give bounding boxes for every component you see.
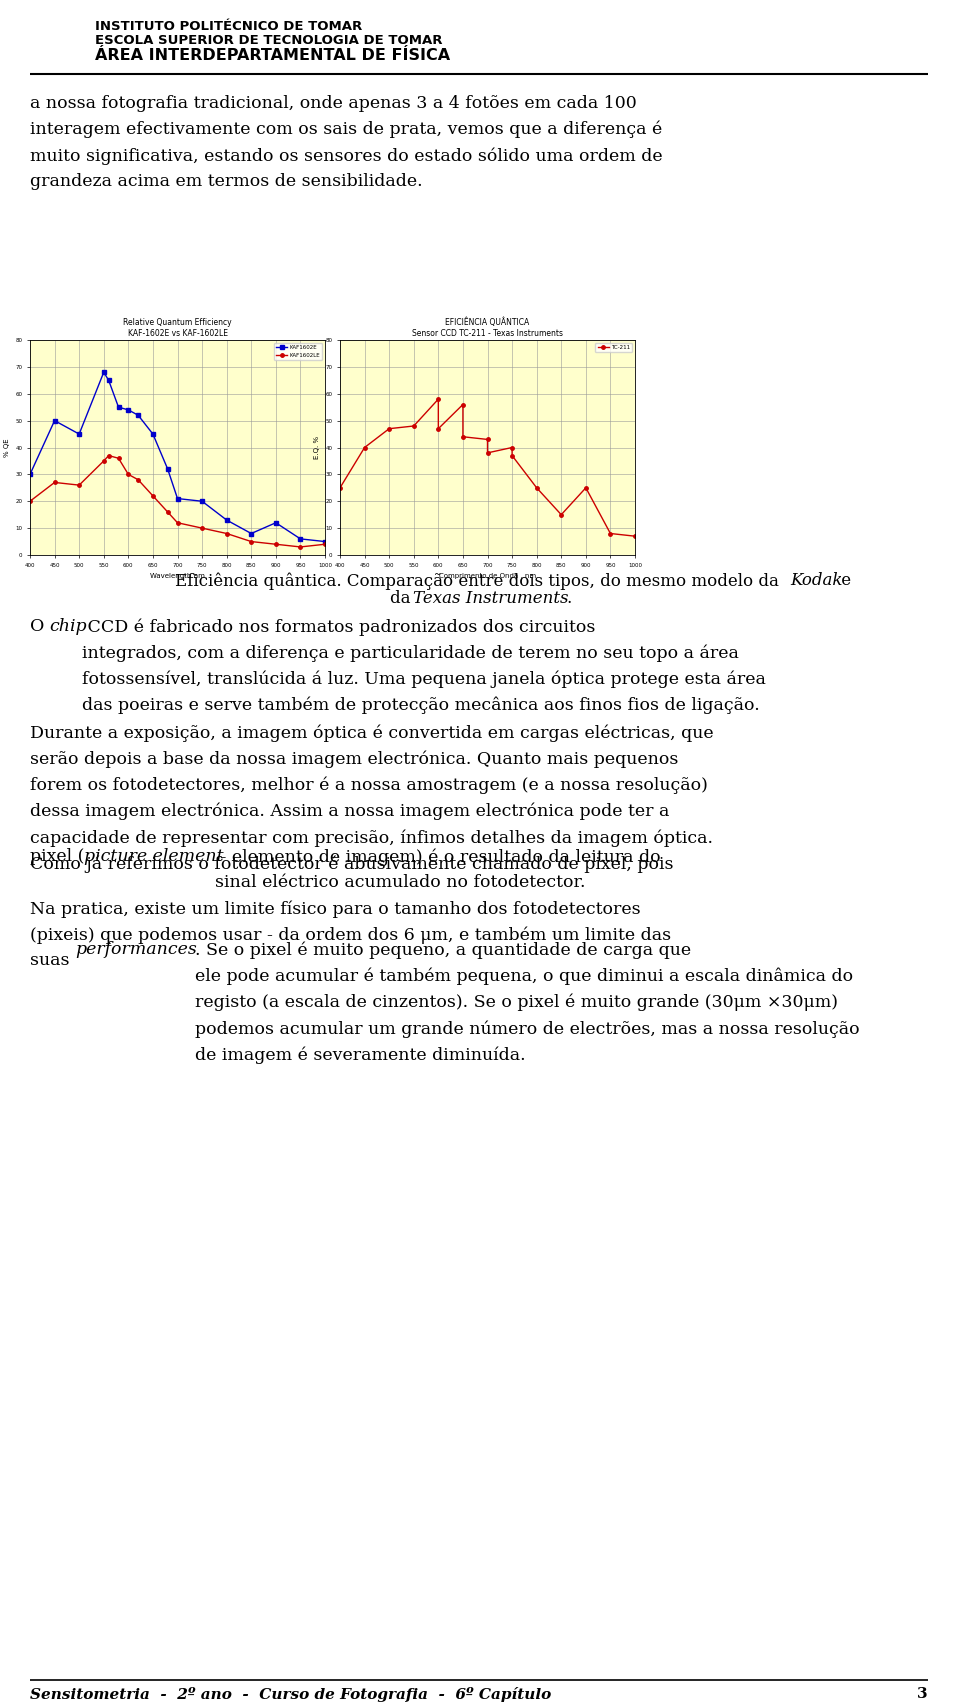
Text: a nossa fotografia tradicional, onde apenas 3 a 4 fotões em cada 100
interagem e: a nossa fotografia tradicional, onde ape…: [30, 96, 662, 189]
TC-211: [531, 478, 542, 498]
KAF1602LE: [112, 447, 124, 468]
Line: TC-211: TC-211: [338, 398, 636, 538]
Text: picture element: picture element: [84, 848, 224, 865]
Text: 3: 3: [918, 1687, 928, 1700]
KAF1602E: [112, 398, 124, 418]
Text: .: .: [566, 591, 571, 608]
Legend: KAF1602E, KAF1602LE: KAF1602E, KAF1602LE: [274, 343, 323, 360]
KAF1602E: [49, 410, 60, 430]
Text: Durante a exposição, a imagem óptica é convertida em cargas eléctricas, que
serã: Durante a exposição, a imagem óptica é c…: [30, 724, 713, 872]
KAF1602LE: [162, 502, 174, 522]
Y-axis label: E.Q. %: E.Q. %: [314, 435, 320, 459]
TC-211: [482, 442, 493, 463]
TC-211: [359, 437, 371, 457]
Text: - elemento de imagem) é o resultado da leitura do
sinal eléctrico acumulado no f: - elemento de imagem) é o resultado da l…: [215, 848, 660, 891]
KAF1602LE: [98, 451, 109, 471]
Text: pixel (: pixel (: [30, 848, 84, 865]
KAF1602E: [132, 405, 144, 425]
KAF1602E: [221, 510, 232, 531]
Legend: TC-211: TC-211: [595, 343, 633, 352]
KAF1602E: [172, 488, 183, 509]
KAF1602LE: [103, 446, 114, 466]
KAF1602E: [162, 459, 174, 480]
TC-211: [506, 437, 517, 457]
KAF1602E: [123, 399, 134, 420]
TC-211: [580, 478, 591, 498]
KAF1602LE: [24, 492, 36, 512]
Text: Na pratica, existe um limite físico para o tamanho dos fotodetectores
(pixeis) q: Na pratica, existe um limite físico para…: [30, 900, 671, 970]
Text: . Se o pixel é muito pequeno, a quantidade de carga que
ele pode acumular é tamb: . Se o pixel é muito pequeno, a quantida…: [195, 941, 859, 1063]
TC-211: [334, 478, 346, 498]
Text: CCD é fabricado nos formatos padronizados dos circuitos
integrados, com a difere: CCD é fabricado nos formatos padronizado…: [82, 618, 766, 714]
Text: Kodak: Kodak: [790, 572, 843, 589]
KAF1602LE: [197, 517, 208, 538]
KAF1602E: [147, 423, 158, 444]
KAF1602LE: [73, 475, 84, 495]
Text: Texas Instruments: Texas Instruments: [413, 591, 568, 608]
KAF1602E: [73, 423, 84, 444]
TC-211: [506, 446, 517, 466]
Text: ESCOLA SUPERIOR DE TECNOLOGIA DE TOMAR: ESCOLA SUPERIOR DE TECNOLOGIA DE TOMAR: [95, 34, 443, 48]
KAF1602E: [103, 370, 114, 391]
Text: e: e: [836, 572, 852, 589]
Text: da: da: [390, 591, 416, 608]
TC-211: [457, 394, 468, 415]
Line: KAF1602LE: KAF1602LE: [28, 454, 326, 548]
Title: EFICIÊNCIA QUÂNTICA
Sensor CCD TC-211 - Texas Instruments: EFICIÊNCIA QUÂNTICA Sensor CCD TC-211 - …: [412, 318, 563, 338]
KAF1602E: [98, 362, 109, 382]
Text: INSTITUTO POLITÉCNICO DE TOMAR: INSTITUTO POLITÉCNICO DE TOMAR: [95, 20, 362, 32]
TC-211: [629, 526, 640, 546]
KAF1602LE: [147, 485, 158, 505]
Text: performances: performances: [75, 941, 197, 958]
TC-211: [482, 428, 493, 449]
KAF1602E: [246, 524, 257, 545]
TC-211: [408, 417, 420, 437]
KAF1602E: [197, 492, 208, 512]
Title: Relative Quantum Efficiency
KAF-1602E vs KAF-1602LE: Relative Quantum Efficiency KAF-1602E vs…: [123, 319, 231, 338]
KAF1602LE: [221, 524, 232, 545]
KAF1602LE: [295, 536, 306, 556]
Text: O: O: [30, 618, 50, 635]
Text: ÁREA INTERDEPARTAMENTAL DE FÍSICA: ÁREA INTERDEPARTAMENTAL DE FÍSICA: [95, 48, 450, 63]
TC-211: [383, 418, 395, 439]
TC-211: [433, 418, 444, 439]
Text: Eficiência quântica. Comparação entre dois tipos, do mesmo modelo da: Eficiência quântica. Comparação entre do…: [176, 572, 784, 589]
Y-axis label: % QE: % QE: [4, 439, 10, 457]
KAF1602E: [295, 529, 306, 550]
KAF1602LE: [123, 464, 134, 485]
TC-211: [433, 389, 444, 410]
TC-211: [556, 505, 567, 526]
X-axis label: Comprimento de Onda , nm: Comprimento de Onda , nm: [439, 574, 536, 579]
TC-211: [605, 524, 616, 545]
KAF1602E: [270, 512, 281, 533]
Text: Sensitometria  -  2º ano  -  Curso de Fotografia  -  6º Capítulo: Sensitometria - 2º ano - Curso de Fotogr…: [30, 1687, 551, 1702]
KAF1602E: [320, 531, 331, 551]
KAF1602E: [24, 464, 36, 485]
Line: KAF1602E: KAF1602E: [28, 370, 326, 543]
Text: chip: chip: [49, 618, 86, 635]
KAF1602LE: [320, 534, 331, 555]
TC-211: [457, 427, 468, 447]
KAF1602LE: [270, 534, 281, 555]
X-axis label: Wavelength nm: Wavelength nm: [150, 574, 204, 579]
KAF1602LE: [132, 469, 144, 490]
KAF1602LE: [172, 512, 183, 533]
KAF1602LE: [49, 473, 60, 493]
KAF1602LE: [246, 531, 257, 551]
